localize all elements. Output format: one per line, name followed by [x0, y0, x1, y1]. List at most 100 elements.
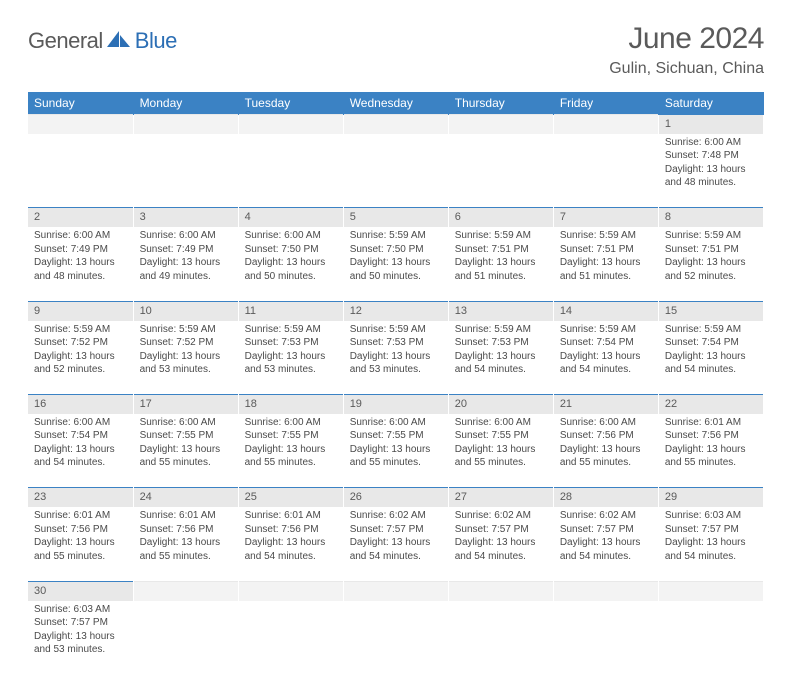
daylight-line-2: and 55 minutes. [560, 456, 652, 470]
daylight-line-1: Daylight: 13 hours [560, 350, 652, 364]
daylight-line-1: Daylight: 13 hours [34, 630, 127, 644]
daylight-line-1: Daylight: 13 hours [455, 536, 547, 550]
day-number-cell: 21 [553, 395, 658, 414]
day-info-cell [133, 134, 238, 208]
day-info-cell: Sunrise: 6:00 AMSunset: 7:50 PMDaylight:… [238, 227, 343, 301]
day-number-cell: 6 [448, 208, 553, 227]
sunset-line: Sunset: 7:54 PM [560, 336, 652, 350]
sunrise-line: Sunrise: 5:59 AM [455, 323, 547, 337]
daylight-line-2: and 55 minutes. [665, 456, 757, 470]
day-number-cell: 5 [343, 208, 448, 227]
day-number-cell [448, 581, 553, 600]
day-number-cell [448, 115, 553, 134]
sunrise-line: Sunrise: 5:59 AM [560, 323, 652, 337]
header: General Blue June 2024 Gulin, Sichuan, C… [28, 22, 764, 78]
day-number-cell: 27 [448, 488, 553, 507]
sunset-line: Sunset: 7:55 PM [350, 429, 442, 443]
sunrise-line: Sunrise: 5:59 AM [560, 229, 652, 243]
daylight-line-2: and 54 minutes. [245, 550, 337, 564]
sunrise-line: Sunrise: 6:00 AM [245, 229, 337, 243]
sunset-line: Sunset: 7:57 PM [455, 523, 547, 537]
day-number: 12 [350, 305, 362, 317]
daylight-line-2: and 53 minutes. [34, 643, 127, 657]
day-info-cell: Sunrise: 6:00 AMSunset: 7:55 PMDaylight:… [343, 414, 448, 488]
day-number-cell [238, 581, 343, 600]
title-block: June 2024 Gulin, Sichuan, China [609, 22, 764, 78]
daylight-line-2: and 55 minutes. [245, 456, 337, 470]
day-number-cell [238, 115, 343, 134]
daylight-line-2: and 55 minutes. [34, 550, 127, 564]
day-info-cell: Sunrise: 6:00 AMSunset: 7:48 PMDaylight:… [658, 134, 763, 208]
sunrise-line: Sunrise: 5:59 AM [245, 323, 337, 337]
sunset-line: Sunset: 7:56 PM [34, 523, 127, 537]
day-header-row: Sunday Monday Tuesday Wednesday Thursday… [28, 92, 764, 115]
day-info-cell [343, 134, 448, 208]
day-number: 11 [245, 305, 256, 317]
sunrise-line: Sunrise: 6:03 AM [34, 603, 127, 617]
sunrise-line: Sunrise: 5:59 AM [455, 229, 547, 243]
day-number-cell [133, 115, 238, 134]
day-number: 5 [350, 211, 356, 223]
sunrise-line: Sunrise: 6:00 AM [665, 136, 757, 150]
day-info-cell [448, 134, 553, 208]
day-number-cell: 2 [28, 208, 133, 227]
sunrise-line: Sunrise: 5:59 AM [665, 229, 757, 243]
daylight-line-2: and 50 minutes. [350, 270, 442, 284]
daylight-line-1: Daylight: 13 hours [455, 443, 547, 457]
sunrise-line: Sunrise: 6:00 AM [140, 416, 232, 430]
day-number-cell: 8 [658, 208, 763, 227]
sunset-line: Sunset: 7:51 PM [665, 243, 757, 257]
daylight-line-2: and 49 minutes. [140, 270, 232, 284]
sunrise-line: Sunrise: 6:01 AM [140, 509, 232, 523]
week-info-row: Sunrise: 6:01 AMSunset: 7:56 PMDaylight:… [28, 507, 764, 581]
sunset-line: Sunset: 7:49 PM [140, 243, 232, 257]
sunset-line: Sunset: 7:56 PM [245, 523, 337, 537]
daylight-line-1: Daylight: 13 hours [34, 350, 127, 364]
day-number: 25 [245, 491, 257, 503]
day-number: 1 [665, 118, 671, 130]
daylight-line-1: Daylight: 13 hours [140, 443, 232, 457]
day-number-cell: 3 [133, 208, 238, 227]
day-number: 3 [140, 211, 146, 223]
day-number-cell: 16 [28, 395, 133, 414]
day-info-cell [238, 134, 343, 208]
week-info-row: Sunrise: 6:00 AMSunset: 7:54 PMDaylight:… [28, 414, 764, 488]
sunset-line: Sunset: 7:57 PM [350, 523, 442, 537]
day-info-cell: Sunrise: 5:59 AMSunset: 7:54 PMDaylight:… [658, 321, 763, 395]
sunset-line: Sunset: 7:51 PM [560, 243, 652, 257]
week-daynum-row: 30 [28, 581, 764, 600]
day-number-cell: 25 [238, 488, 343, 507]
day-number-cell: 18 [238, 395, 343, 414]
week-info-row: Sunrise: 6:00 AMSunset: 7:48 PMDaylight:… [28, 134, 764, 208]
day-number-cell: 22 [658, 395, 763, 414]
location-subtitle: Gulin, Sichuan, China [609, 60, 764, 78]
week-daynum-row: 2345678 [28, 208, 764, 227]
sunrise-line: Sunrise: 6:02 AM [455, 509, 547, 523]
day-number-cell: 14 [553, 301, 658, 320]
daylight-line-1: Daylight: 13 hours [560, 536, 652, 550]
day-info-cell: Sunrise: 5:59 AMSunset: 7:51 PMDaylight:… [658, 227, 763, 301]
day-number-cell: 1 [658, 115, 763, 134]
daylight-line-1: Daylight: 13 hours [350, 350, 442, 364]
daylight-line-2: and 50 minutes. [245, 270, 337, 284]
day-info-cell: Sunrise: 6:01 AMSunset: 7:56 PMDaylight:… [238, 507, 343, 581]
day-number: 26 [350, 491, 362, 503]
sunrise-line: Sunrise: 6:00 AM [34, 229, 127, 243]
sunrise-line: Sunrise: 6:00 AM [560, 416, 652, 430]
brand-sail-icon [106, 29, 132, 54]
day-info-cell: Sunrise: 5:59 AMSunset: 7:53 PMDaylight:… [238, 321, 343, 395]
sunset-line: Sunset: 7:53 PM [245, 336, 337, 350]
sunset-line: Sunset: 7:54 PM [34, 429, 127, 443]
daylight-line-1: Daylight: 13 hours [34, 443, 127, 457]
sunrise-line: Sunrise: 6:01 AM [665, 416, 757, 430]
sunset-line: Sunset: 7:56 PM [560, 429, 652, 443]
daylight-line-1: Daylight: 13 hours [665, 163, 757, 177]
day-number: 10 [140, 305, 152, 317]
day-number-cell: 20 [448, 395, 553, 414]
day-number-cell [343, 115, 448, 134]
day-info-cell: Sunrise: 5:59 AMSunset: 7:50 PMDaylight:… [343, 227, 448, 301]
day-number-cell: 28 [553, 488, 658, 507]
day-number: 16 [34, 398, 46, 410]
brand-text-2: Blue [135, 28, 177, 54]
sunrise-line: Sunrise: 6:01 AM [245, 509, 337, 523]
